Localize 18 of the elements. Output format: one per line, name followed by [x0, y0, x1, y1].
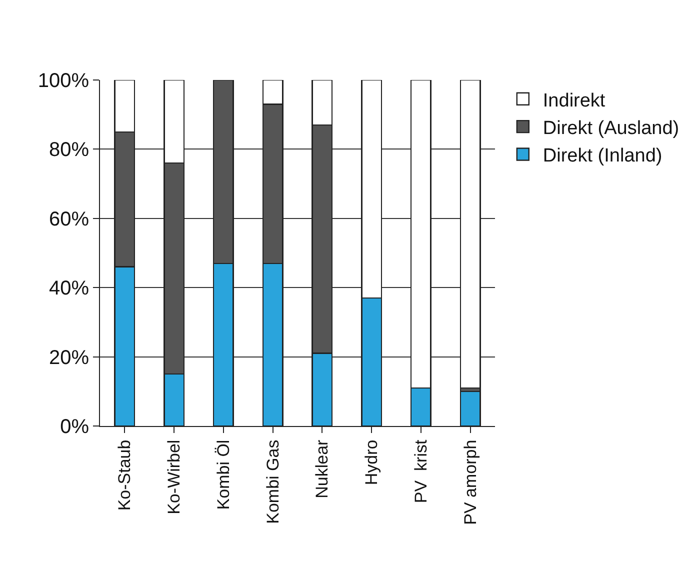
y-tick-label: 100% — [38, 70, 90, 92]
x-tick-label: Kombi Gas — [263, 440, 282, 524]
x-tick-label: Ko-Staub — [115, 440, 134, 511]
x-tick-label: Nuklear — [312, 439, 332, 498]
x-tick-label: PV krist — [411, 440, 430, 504]
legend-label: Direkt (Inland) — [542, 146, 662, 167]
x-tick-label: Ko-Wirbel — [164, 440, 184, 514]
y-tick-label: 20% — [48, 346, 90, 369]
bar — [460, 80, 481, 389]
legend-label: Indirekt — [542, 90, 606, 112]
y-tick-label: 60% — [48, 208, 90, 230]
y-tick-label: 0% — [60, 416, 90, 438]
x-tick-label: Hydro — [362, 440, 382, 486]
y-tick-label: 40% — [48, 278, 90, 300]
x-tick-label: PV amorph — [460, 440, 480, 525]
x-tick-label: Kombi Öl — [214, 440, 233, 510]
legend-label: Direkt (Ausland) — [542, 118, 680, 139]
y-tick-label: 80% — [48, 139, 90, 162]
